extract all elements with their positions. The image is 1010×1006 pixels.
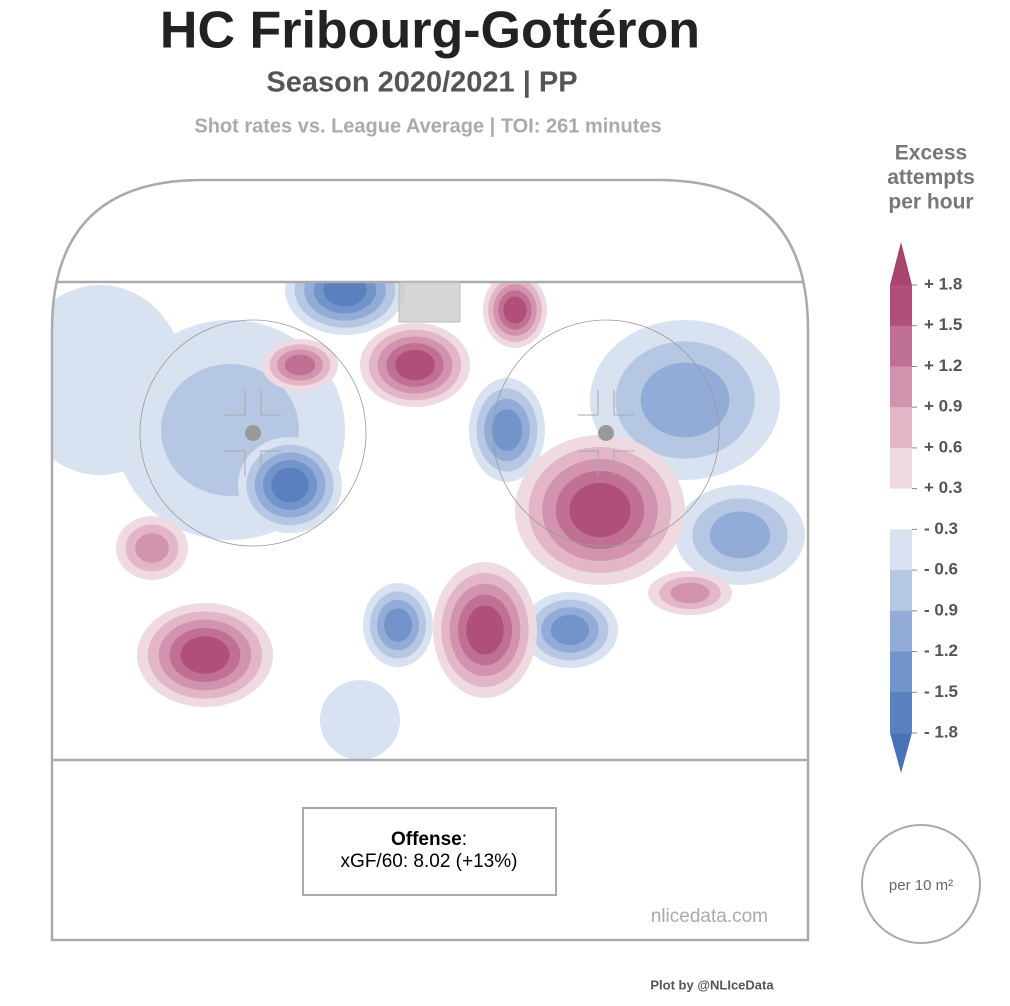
colorbar-tick-label: + 1.5: [924, 315, 962, 334]
contour: [709, 511, 771, 559]
colorbar-tick-label: - 1.2: [924, 641, 958, 660]
faceoff-dot: [598, 425, 614, 441]
colorbar-tick-label: + 1.8: [924, 274, 962, 293]
contour: [466, 605, 504, 655]
contour: [503, 296, 527, 324]
colorbar-extend-low: [890, 733, 912, 773]
colorbar-tick-label: - 1.5: [924, 682, 958, 701]
contour: [569, 483, 631, 537]
colorbar-band: [890, 366, 912, 408]
colorbar-title: Excess: [895, 142, 967, 165]
contour: [550, 614, 590, 646]
colorbar-extend-high: [890, 242, 912, 285]
summary-label-text: Offense: [391, 829, 462, 850]
contour: [395, 349, 435, 381]
contour: [384, 608, 412, 642]
contour: [271, 467, 309, 503]
colorbar-tick-label: - 1.8: [924, 722, 958, 741]
contour: [320, 680, 400, 760]
summary-box: [302, 807, 557, 896]
colorbar-tick-label: + 1.2: [924, 356, 962, 375]
summary-label: Offense:: [391, 829, 467, 850]
rink: [50, 178, 810, 942]
contour: [491, 409, 523, 451]
faceoff-circle: [492, 319, 720, 547]
colorbar-band: [890, 610, 912, 653]
chart-note: Shot rates vs. League Average | TOI: 261…: [194, 115, 661, 137]
colorbar-tick-label: + 0.9: [924, 397, 962, 416]
faceoff-dot: [245, 425, 261, 441]
unit-circle: [861, 824, 981, 944]
colorbar-band: [890, 692, 912, 734]
colorbar-band: [890, 570, 912, 612]
colorbar-tick-label: - 0.9: [924, 600, 958, 619]
colorbar-tick-label: - 0.6: [924, 560, 958, 579]
contour: [640, 362, 730, 438]
unit-label: per 10 m²: [889, 877, 953, 894]
colorbar-band: [890, 407, 912, 449]
crease: [398, 281, 461, 323]
contour: [180, 636, 230, 674]
heat-contours: [52, 282, 805, 760]
colorbar-tick-label: + 0.6: [924, 437, 962, 456]
colorbar-title: attempts: [887, 166, 975, 189]
source: nlicedata.com: [651, 906, 768, 927]
colorbar-title: per hour: [888, 191, 973, 214]
colorbar-tick-label: + 0.3: [924, 478, 962, 497]
contour: [670, 582, 710, 604]
contour: [135, 533, 169, 563]
chart-subtitle: Season 2020/2021 | PP: [266, 67, 577, 99]
colorbar-band: [890, 651, 912, 693]
hash-marks: [225, 390, 634, 476]
colorbar-band: [890, 325, 912, 367]
faceoff-circle: [139, 319, 367, 547]
colorbar-tick-label: - 0.3: [924, 519, 958, 538]
chart-title: HC Fribourg-Gottéron: [160, 2, 700, 60]
colorbar-band: [890, 285, 912, 327]
credit: Plot by @NLIceData: [650, 977, 774, 992]
summary-text: xGF/60: 8.02 (+13%): [341, 851, 518, 872]
colorbar-band: [890, 488, 912, 530]
colorbar-band: [890, 447, 912, 490]
contour: [284, 354, 316, 376]
contour: [323, 282, 367, 307]
colorbar-band: [890, 529, 912, 571]
rink-outline: [50, 178, 810, 942]
